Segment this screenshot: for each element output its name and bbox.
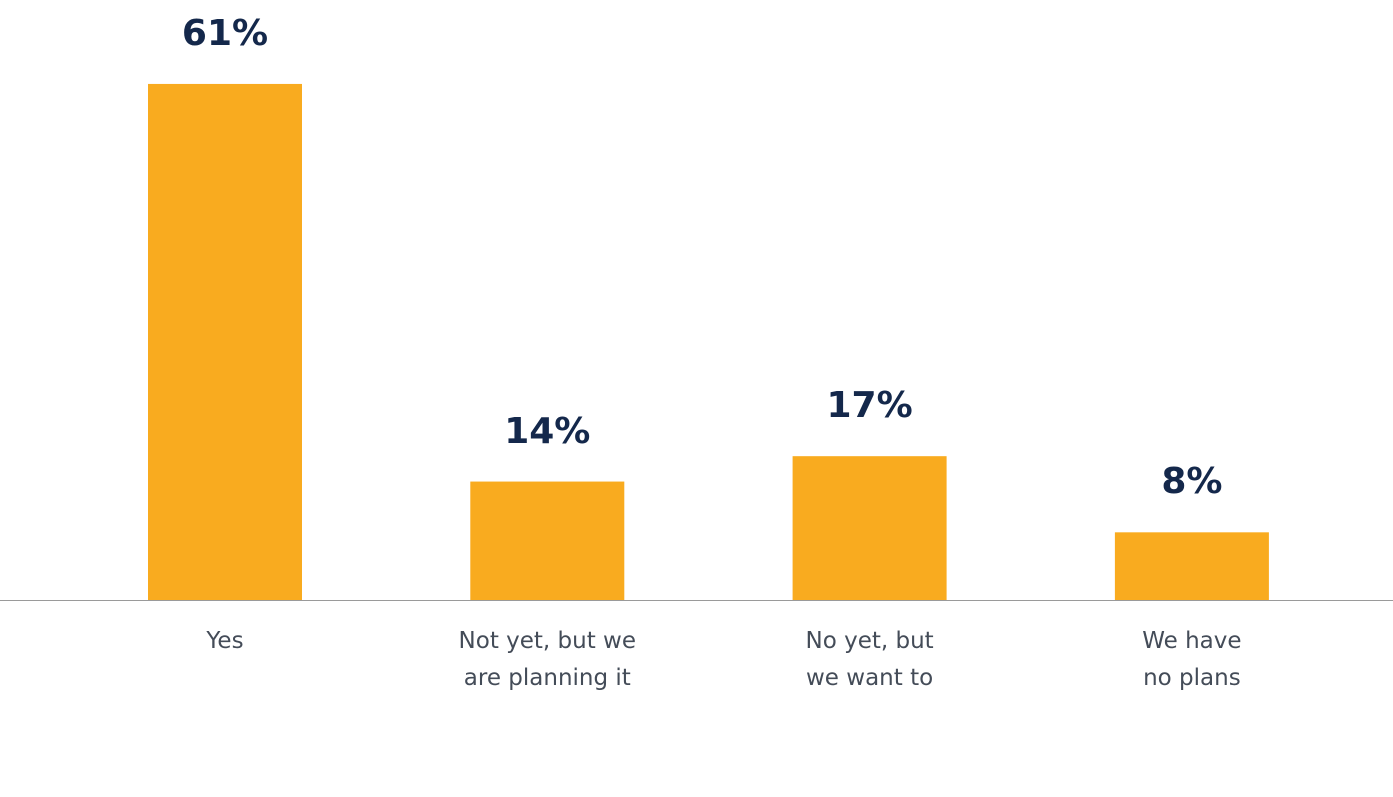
value-label: 17% [826,385,913,427]
value-label: 14% [504,410,591,452]
x-tick-label: Not yet, but we are planning it [458,628,637,691]
value-label: 8% [1161,461,1223,503]
bar [148,83,302,600]
bar [470,481,625,600]
bar [1114,532,1269,600]
bar [792,456,947,600]
x-tick-label: Yes [206,628,244,654]
value-label: 61% [181,12,269,54]
x-tick-label: No yet, but we want to [805,628,934,691]
x-tick-label: We have no plans [1142,628,1242,691]
